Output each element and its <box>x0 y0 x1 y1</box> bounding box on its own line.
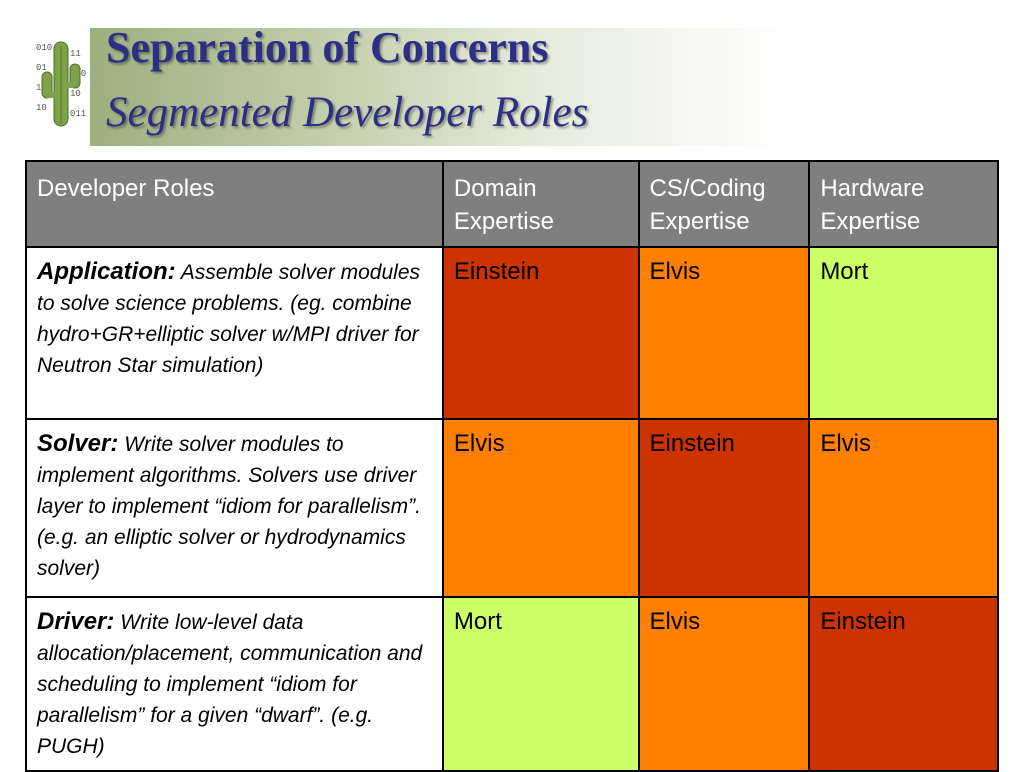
role-colon: : <box>110 430 119 457</box>
cell-domain: Mort <box>441 596 640 772</box>
svg-text:011: 011 <box>70 109 86 119</box>
role-name: Application: <box>37 258 176 285</box>
expert-name: Mort <box>820 258 869 285</box>
header-cs-coding-expertise: CS/Coding Expertise <box>637 160 811 248</box>
expert-name: Einstein <box>453 258 540 285</box>
cactus-binary-icon: 010 01 10 10 11 110 10 011 <box>34 36 88 128</box>
expert-name: Mort <box>453 608 502 635</box>
svg-text:010: 010 <box>36 43 52 53</box>
svg-text:11: 11 <box>70 49 81 59</box>
cell-cs-coding: Einstein <box>637 418 811 598</box>
role-description-text: Write solver modules to implement algori… <box>37 433 421 580</box>
expert-name: Elvis <box>820 430 871 457</box>
table-row: Application: Assemble solver modules to … <box>25 246 999 420</box>
role-colon: : <box>106 608 115 635</box>
role-description-text: Assemble solver modules to solve science… <box>37 261 420 377</box>
role-label: Application <box>37 258 168 285</box>
header-domain-expertise: Domain Expertise <box>441 160 640 248</box>
role-name: Solver: <box>37 430 118 457</box>
svg-text:01: 01 <box>36 63 47 73</box>
cell-cs-coding: Elvis <box>637 246 811 420</box>
table-row: Driver: Write low-level data allocation/… <box>25 596 999 772</box>
role-description-solver: Solver: Write solver modules to implemen… <box>25 418 444 598</box>
role-description-driver: Driver: Write low-level data allocation/… <box>25 596 444 772</box>
role-description-text: Write low-level data allocation/placemen… <box>37 611 423 758</box>
cell-hardware: Mort <box>808 246 999 420</box>
role-name: Driver: <box>37 608 114 635</box>
expert-name: Elvis <box>649 258 701 285</box>
title-banner <box>90 28 790 146</box>
slide-subtitle: Segmented Developer Roles <box>106 89 589 136</box>
svg-text:10: 10 <box>36 83 47 93</box>
header-developer-roles: Developer Roles <box>25 160 444 248</box>
expert-name: Einstein <box>820 608 906 635</box>
developer-roles-table: Developer Roles Domain Expertise CS/Codi… <box>25 160 999 772</box>
svg-text:10: 10 <box>70 89 81 99</box>
expert-name: Elvis <box>453 430 505 457</box>
cell-hardware: Elvis <box>808 418 999 598</box>
expert-name: Einstein <box>649 430 735 457</box>
header-hardware-expertise: Hardware Expertise <box>808 160 999 248</box>
cell-domain: Einstein <box>441 246 640 420</box>
expert-name: Elvis <box>649 608 701 635</box>
svg-text:10: 10 <box>36 103 47 113</box>
cell-cs-coding: Elvis <box>637 596 811 772</box>
role-label: Solver <box>37 430 111 457</box>
cell-domain: Elvis <box>441 418 640 598</box>
role-colon: : <box>167 258 176 285</box>
role-description-application: Application: Assemble solver modules to … <box>25 246 444 420</box>
table-row: Solver: Write solver modules to implemen… <box>25 418 999 598</box>
cell-hardware: Einstein <box>808 596 999 772</box>
role-label: Driver <box>37 608 107 635</box>
slide-title: Separation of Concerns <box>106 23 549 72</box>
table-header-row: Developer Roles Domain Expertise CS/Codi… <box>25 160 999 248</box>
